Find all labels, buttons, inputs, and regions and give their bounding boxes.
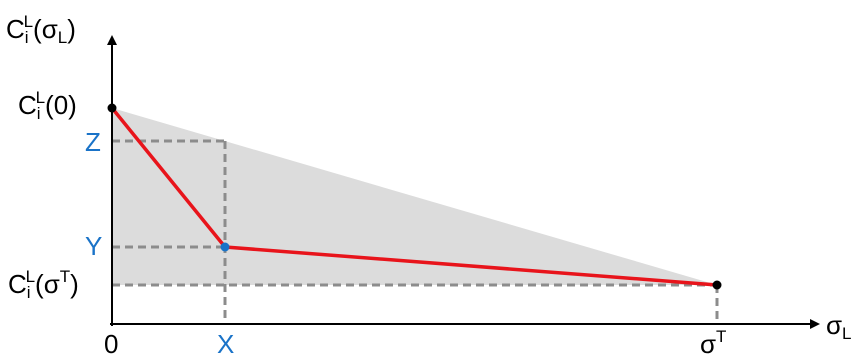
y-axis-label-open: (σ: [33, 14, 58, 44]
c-sigma-t-label-arg-sup: T: [59, 267, 71, 286]
c-sigma-t-label: CiL(σT): [8, 268, 79, 301]
end-point: [712, 280, 722, 290]
sigma-t-label-base: σ: [700, 329, 717, 359]
c-zero-label-sub: i: [36, 104, 41, 123]
c-zero-label: CiL(0): [18, 89, 77, 122]
sigma-t-label: σT: [700, 328, 726, 359]
x-point-label: X: [217, 329, 235, 359]
x-axis-label-base: σ: [826, 310, 843, 340]
y-axis-label-close: ): [67, 14, 76, 44]
feasible-region: [112, 108, 717, 285]
x-axis-label-sub: L: [842, 324, 852, 343]
c-sigma-t-label-sub: i: [26, 283, 31, 302]
y-axis-label-arg-sub: L: [57, 28, 68, 47]
origin-label: 0: [104, 329, 119, 359]
c-zero-label-arg: (0): [45, 90, 77, 120]
c-sigma-t-label-base: C: [8, 269, 27, 299]
y-point-label: Y: [85, 231, 103, 261]
sigma-t-label-sup: T: [716, 327, 727, 346]
y-axis-label-sub: i: [24, 28, 29, 47]
start-point: [107, 103, 117, 113]
c-sigma-t-label-open: (σ: [35, 269, 60, 299]
y-axis-label: CiL(σL): [6, 13, 76, 46]
y-axis-label-base: C: [6, 14, 25, 44]
c-zero-label-base: C: [18, 90, 37, 120]
z-point-label: Z: [85, 127, 101, 157]
guide-lines: [112, 139, 719, 324]
c-sigma-t-label-close: ): [70, 269, 79, 299]
y-axis-label-sup: L: [23, 12, 34, 31]
x-axis-label: σL: [826, 310, 852, 342]
knee-point: [220, 242, 230, 252]
c-sigma-t-label-sup: L: [25, 267, 36, 286]
c-zero-label-sup: L: [35, 88, 46, 107]
